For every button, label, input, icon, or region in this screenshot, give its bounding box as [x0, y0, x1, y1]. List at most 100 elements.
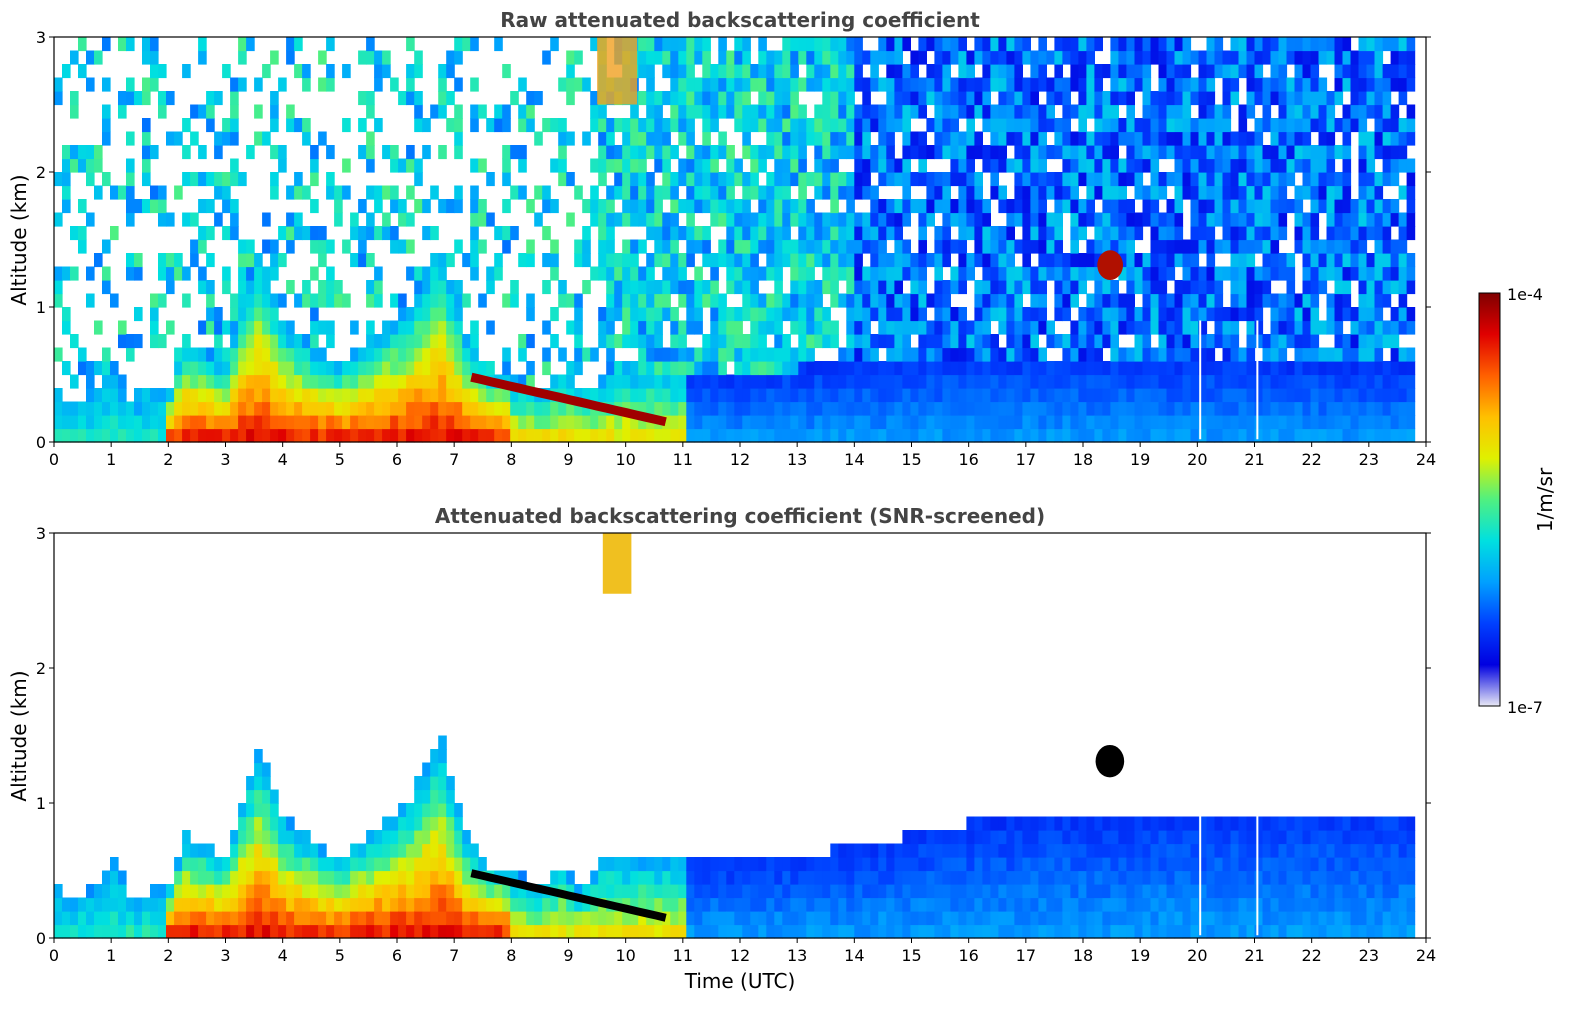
heatmap-cell [982, 105, 991, 119]
heatmap-cell [966, 321, 975, 335]
heatmap-cell [246, 388, 255, 402]
heatmap-cell [1263, 844, 1272, 858]
heatmap-cell [526, 925, 535, 939]
heatmap-cell [406, 78, 415, 92]
heatmap-cell [1086, 321, 1095, 335]
heatmap-cell [1086, 911, 1095, 925]
heatmap-cell [1231, 91, 1240, 105]
heatmap-cell [214, 871, 223, 885]
heatmap-cell [726, 267, 735, 281]
heatmap-cell [942, 307, 951, 321]
heatmap-cell [862, 132, 871, 146]
heatmap-cell [1159, 388, 1168, 402]
heatmap-cell [1343, 429, 1352, 443]
heatmap-cell [910, 402, 919, 416]
heatmap-cell [702, 415, 711, 429]
heatmap-cell [1038, 253, 1047, 267]
heatmap-cell [966, 132, 975, 146]
heatmap-cell [1175, 294, 1184, 308]
heatmap-cell [78, 37, 87, 51]
heatmap-cell [1151, 871, 1160, 885]
heatmap-cell [1038, 361, 1047, 375]
heatmap-cell [734, 925, 743, 939]
heatmap-cell [518, 105, 527, 119]
heatmap-cell [230, 348, 239, 362]
heatmap-cell [1391, 64, 1400, 78]
heatmap-cell [294, 429, 303, 443]
heatmap-cell [374, 871, 383, 885]
heatmap-cell [1143, 159, 1152, 173]
heatmap-cell [774, 925, 783, 939]
heatmap-cell [1207, 280, 1216, 294]
heatmap-cell [1175, 898, 1184, 912]
heatmap-cell [1207, 857, 1216, 871]
heatmap-cell [126, 78, 135, 92]
heatmap-cell [214, 321, 223, 335]
heatmap-cell [838, 857, 847, 871]
heatmap-cell [198, 871, 207, 885]
heatmap-cell [462, 884, 471, 898]
heatmap-cell [974, 429, 983, 443]
heatmap-cell [1022, 911, 1031, 925]
heatmap-cell [950, 844, 959, 858]
heatmap-cell [862, 348, 871, 362]
heatmap-cell [1239, 267, 1248, 281]
heatmap-cell [718, 402, 727, 416]
heatmap-cell [510, 925, 519, 939]
heatmap-cell [1199, 172, 1208, 186]
heatmap-cell [246, 871, 255, 885]
heatmap-cell [934, 884, 943, 898]
heatmap-cell [798, 375, 807, 389]
heatmap-cell [1038, 280, 1047, 294]
heatmap-cell [1070, 375, 1079, 389]
heatmap-cell [1151, 817, 1160, 831]
heatmap-cell [1191, 78, 1200, 92]
heatmap-cell [1279, 132, 1288, 146]
heatmap-cell [430, 844, 439, 858]
heatmap-cell [110, 226, 119, 240]
heatmap-cell [758, 348, 767, 362]
heatmap-cell [886, 51, 895, 65]
heatmap-cell [1167, 884, 1176, 898]
heatmap-cell [118, 186, 127, 200]
heatmap-cell [998, 321, 1007, 335]
heatmap-cell [654, 388, 663, 402]
heatmap-cell [262, 294, 271, 308]
heatmap-cell [670, 871, 679, 885]
heatmap-cell [1062, 51, 1071, 65]
heatmap-cell [262, 213, 271, 227]
heatmap-cell [246, 375, 255, 389]
heatmap-cell [558, 402, 567, 416]
heatmap-cell [214, 388, 223, 402]
heatmap-cell [366, 37, 375, 51]
heatmap-cell [294, 186, 303, 200]
heatmap-cell [1022, 375, 1031, 389]
heatmap-cell [742, 226, 751, 240]
heatmap-cell [438, 267, 447, 281]
heatmap-cell [286, 51, 295, 65]
heatmap-cell [1102, 118, 1111, 132]
heatmap-cell [1207, 199, 1216, 213]
heatmap-cell [150, 307, 159, 321]
heatmap-cell [1335, 118, 1344, 132]
heatmap-cell [294, 402, 303, 416]
heatmap-cell [1167, 911, 1176, 925]
heatmap-cell [310, 348, 319, 362]
heatmap-cell [1311, 361, 1320, 375]
heatmap-cell [598, 321, 607, 335]
heatmap-cell [1287, 429, 1296, 443]
heatmap-cell [774, 253, 783, 267]
heatmap-cell [1183, 898, 1192, 912]
heatmap-cell [1319, 898, 1328, 912]
heatmap-cell [1159, 64, 1168, 78]
heatmap-cell [1014, 240, 1023, 254]
heatmap-cell [1006, 348, 1015, 362]
heatmap-cell [78, 199, 87, 213]
heatmap-cell [1207, 830, 1216, 844]
heatmap-cell [878, 213, 887, 227]
heatmap-cell [774, 321, 783, 335]
heatmap-cell [438, 429, 447, 443]
heatmap-cell [1006, 37, 1015, 51]
heatmap-cell [942, 884, 951, 898]
heatmap-cell [1151, 51, 1160, 65]
